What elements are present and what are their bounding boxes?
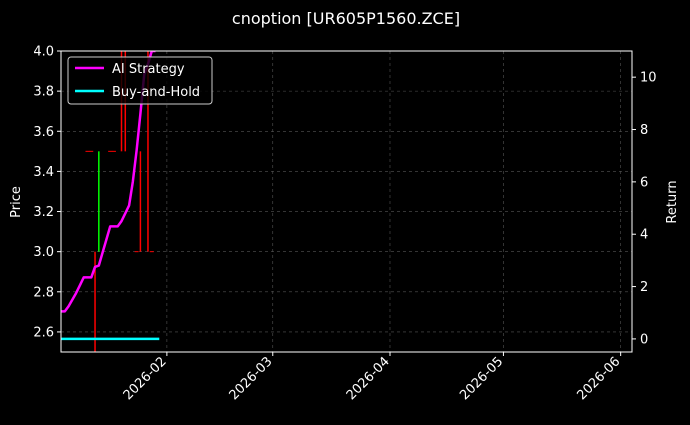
y-axis-ticks: 2.6 2.8 3.0 3.2 3.4 3.6 3.8 4.0 xyxy=(33,45,61,340)
y2-tick-label: 10 xyxy=(640,71,657,86)
legend-label-buy-and-hold: Buy-and-Hold xyxy=(112,85,200,100)
axes-frame xyxy=(60,50,633,353)
legend: AI Strategy Buy-and-Hold xyxy=(67,56,213,105)
chart-title: cnoption [UR605P1560.ZCE] xyxy=(232,9,460,28)
y-tick-label: 3.6 xyxy=(33,125,54,140)
y-tick-label: 2.6 xyxy=(33,325,54,340)
y-axis-label: Price xyxy=(9,186,24,218)
series-line-ai-strategy xyxy=(61,51,156,313)
y-tick-label: 3.0 xyxy=(33,245,54,260)
y2-tick-label: 2 xyxy=(640,280,648,295)
legend-label-ai-strategy: AI Strategy xyxy=(112,62,185,77)
y-tick-label: 2.8 xyxy=(33,285,54,300)
y-tick-label: 3.4 xyxy=(33,165,54,180)
y-tick-label: 4.0 xyxy=(33,45,54,60)
y2-tick-label: 4 xyxy=(640,228,648,243)
y2-tick-label: 0 xyxy=(640,332,648,347)
y2-tick-label: 8 xyxy=(640,123,648,138)
y-tick-label: 3.2 xyxy=(33,205,54,220)
y2-tick-label: 6 xyxy=(640,175,648,190)
y2-axis-ticks: 0 2 4 6 8 10 xyxy=(632,71,657,347)
y2-axis-label: Return xyxy=(665,180,680,223)
y-tick-label: 3.8 xyxy=(33,85,54,100)
